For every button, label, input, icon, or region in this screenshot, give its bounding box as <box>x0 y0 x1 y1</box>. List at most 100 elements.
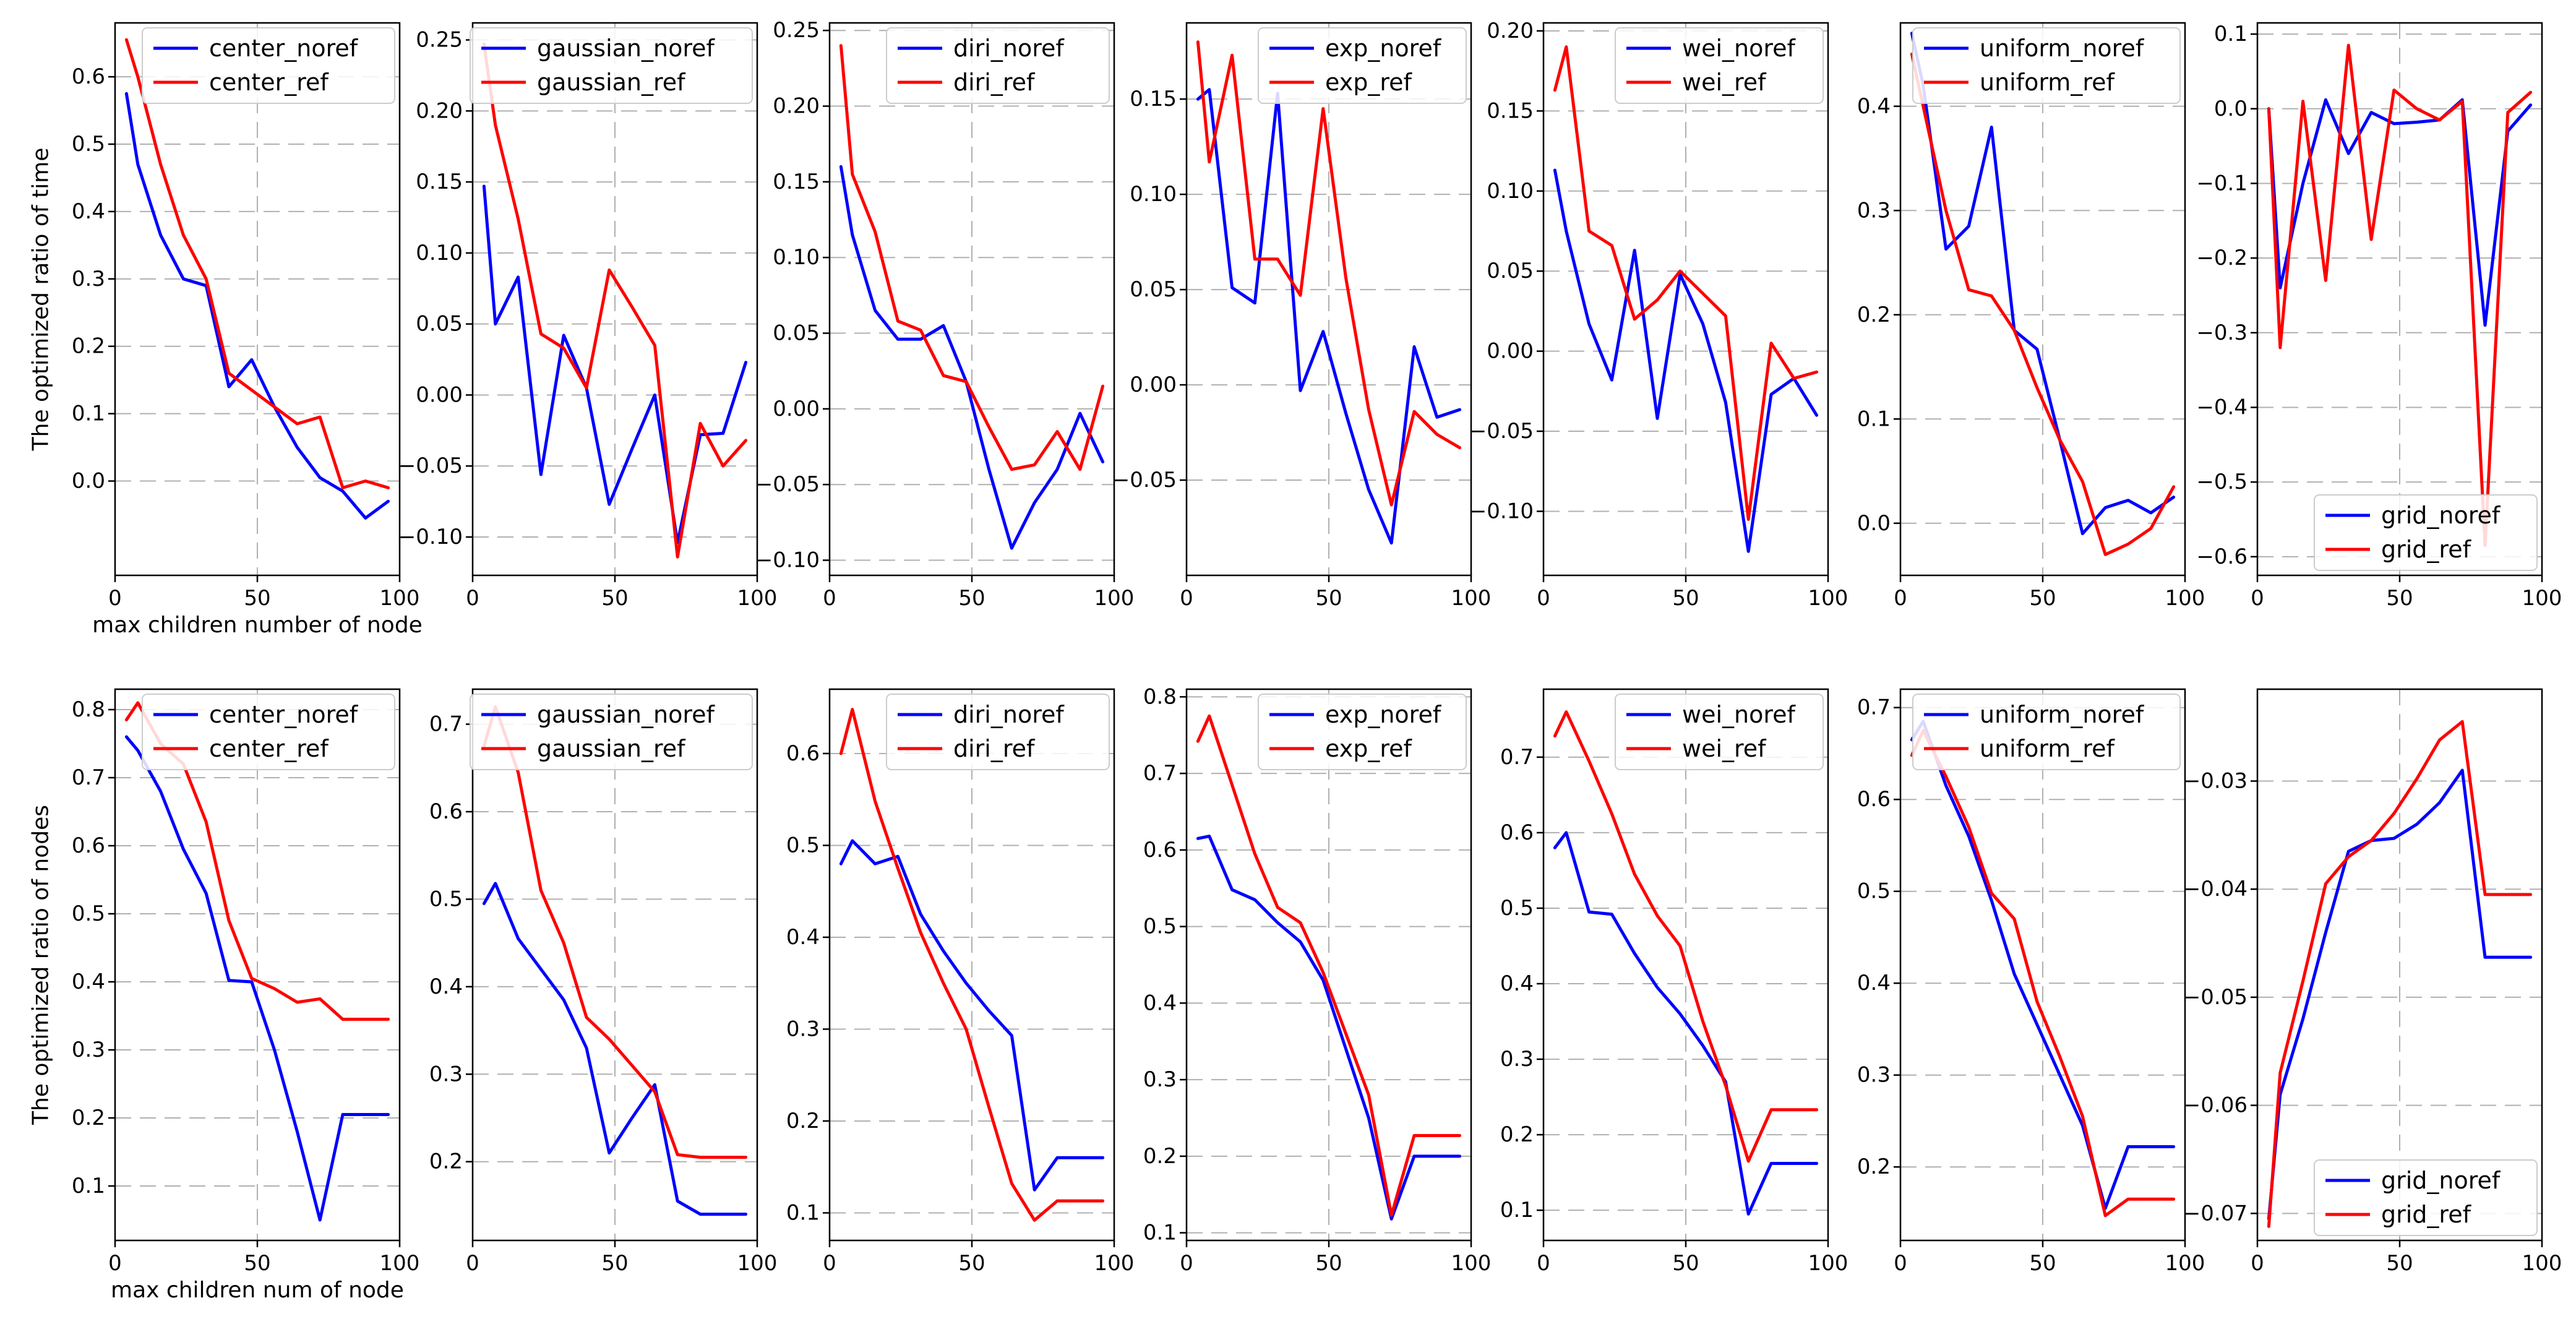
y-tick-label: 0.6 <box>1857 787 1891 812</box>
subplot-nodes-4: 0.10.20.30.40.50.60.70 50 100wei_norefwei_… <box>1500 688 1848 1276</box>
y-tick-label: −0.10 <box>1469 499 1534 523</box>
x-tick-label: 0 <box>1894 586 1907 611</box>
legend-label-diri_noref: diri_noref <box>953 35 1065 62</box>
y-tick-label: −0.04 <box>2183 877 2248 901</box>
y-tick-label: 0.15 <box>1130 87 1177 111</box>
x-tick-label: 0 <box>1180 1251 1193 1276</box>
x-tick-label: 100 <box>380 1251 420 1276</box>
legend: uniform_noref uniform_ref <box>1912 694 2181 770</box>
x-tick-label: 50 <box>601 586 628 611</box>
x-tick-label: 100 <box>2522 586 2562 611</box>
y-tick-label: 0.3 <box>72 267 105 291</box>
y-tick-label: −0.4 <box>2196 395 2248 419</box>
y-tick-label: 0.0 <box>72 469 105 494</box>
x-tick-label: 100 <box>2165 1251 2205 1276</box>
legend-box <box>470 694 753 770</box>
legend-label-center_ref: center_ref <box>209 69 329 96</box>
subplot-nodes-5: 0.2 0.3 0.4 0.5 0.6 0.7 0 50 100 uniform_norefuni… <box>1857 688 2205 1276</box>
series-line-grid_noref <box>2267 768 2533 1221</box>
legend: gaussian_noref gaussian_ref <box>470 694 753 770</box>
legend-box <box>142 27 395 104</box>
legend-label-wei_noref: wei_noref <box>1682 35 1797 62</box>
x-tick-label: 50 <box>958 586 985 611</box>
y-tick-label: 0.6 <box>1500 820 1534 845</box>
x-tick-label: 0 <box>1180 586 1193 611</box>
y-tick-label: 0.10 <box>1130 182 1177 207</box>
y-tick-label: 0.2 <box>1143 1144 1177 1169</box>
legend-label-grid_ref: grid_ref <box>2381 536 2472 563</box>
x-axis-label: max children number of node <box>92 612 423 638</box>
series-line-uniform_noref <box>1910 720 2176 1210</box>
y-tick-label: 0.4 <box>1857 94 1891 119</box>
y-tick-label: 0.5 <box>1857 879 1891 904</box>
x-tick-label: 50 <box>958 1251 985 1276</box>
x-tick-label: 50 <box>601 1251 628 1276</box>
legend: wei_noref wei_ref <box>1615 27 1824 104</box>
series-line-grid_noref <box>2267 98 2533 327</box>
y-tick-label: 0.25 <box>773 18 820 43</box>
legend-label-uniform_ref: uniform_ref <box>1980 69 2115 96</box>
series-line-wei_ref <box>1553 45 1819 521</box>
series-line-center_ref <box>124 38 390 489</box>
legend-label-uniform_noref: uniform_noref <box>1980 35 2145 62</box>
legend-label-diri_noref: diri_noref <box>953 701 1065 728</box>
y-tick-label: 0.00 <box>416 382 463 407</box>
y-tick-label: 0.05 <box>1487 259 1534 283</box>
series-line-diri_ref <box>839 44 1105 471</box>
legend-label-wei_noref: wei_noref <box>1682 701 1797 728</box>
y-tick-label: 0.4 <box>1143 990 1177 1015</box>
y-tick-label: 0.6 <box>72 64 105 89</box>
series-line-uniform_ref <box>1910 729 2176 1218</box>
y-tick-label: 0.4 <box>1500 971 1534 996</box>
series-line-uniform_ref <box>1910 53 2176 556</box>
series-line-wei_noref <box>1553 831 1819 1216</box>
y-tick-label: 0.5 <box>1143 914 1177 939</box>
legend-label-exp_noref: exp_noref <box>1325 35 1442 62</box>
legend-label-wei_ref: wei_ref <box>1682 69 1767 96</box>
y-tick-label: 0.20 <box>1487 19 1534 43</box>
y-tick-label: 0.3 <box>1500 1047 1534 1072</box>
y-tick-label: 0.0 <box>2214 97 2248 121</box>
x-tick-label: 100 <box>2165 586 2205 611</box>
y-tick-label: −0.2 <box>2196 246 2248 270</box>
series-line-wei_ref <box>1553 710 1819 1163</box>
series-line-diri_noref <box>839 839 1105 1192</box>
legend-label-gaussian_noref: gaussian_noref <box>537 35 716 62</box>
y-tick-label: 0.3 <box>72 1038 105 1062</box>
y-tick-label: 0.15 <box>416 170 463 194</box>
y-tick-label: 0.5 <box>72 132 105 157</box>
y-tick-label: 0.7 <box>72 765 105 790</box>
subplot-time-1: −0.10 −0.05 0.00 0.05 0.10 0.15 0.20 0.25 0 50 100… <box>398 22 778 611</box>
legend-label-uniform_noref: uniform_noref <box>1980 701 2145 728</box>
legend-label-center_noref: center_noref <box>209 35 359 62</box>
x-tick-label: 100 <box>1808 586 1848 611</box>
legend-label-wei_ref: wei_ref <box>1682 735 1767 762</box>
y-tick-label: 0.4 <box>786 925 820 950</box>
y-tick-label: 0.05 <box>1130 277 1177 302</box>
y-tick-label: 0.4 <box>72 199 105 224</box>
x-tick-label: 50 <box>1672 1251 1699 1276</box>
legend: grid_noref grid_ref <box>2314 1159 2538 1236</box>
y-tick-label: 0.5 <box>786 833 820 857</box>
x-tick-label: 0 <box>1537 586 1550 611</box>
y-tick-label: 0.6 <box>429 799 463 824</box>
series-line-exp_ref <box>1196 714 1462 1217</box>
x-tick-label: 100 <box>737 586 778 611</box>
y-tick-label: −0.05 <box>2183 985 2248 1010</box>
legend-label-diri_ref: diri_ref <box>953 735 1036 762</box>
legend: exp_noref exp_ref <box>1258 27 1467 104</box>
series-line-center_noref <box>124 735 390 1222</box>
x-tick-label: 50 <box>2029 586 2056 611</box>
x-tick-label: 0 <box>2251 1251 2264 1276</box>
x-tick-label: 0 <box>466 1251 479 1276</box>
legend: wei_noref wei_ref <box>1615 694 1824 770</box>
legend-label-exp_ref: exp_ref <box>1325 69 1412 96</box>
series-line-gaussian_ref <box>482 705 748 1159</box>
legend-label-gaussian_ref: gaussian_ref <box>537 69 686 96</box>
y-tick-label: −0.6 <box>2196 544 2248 569</box>
legend: diri_noref diri_ref <box>886 694 1110 770</box>
